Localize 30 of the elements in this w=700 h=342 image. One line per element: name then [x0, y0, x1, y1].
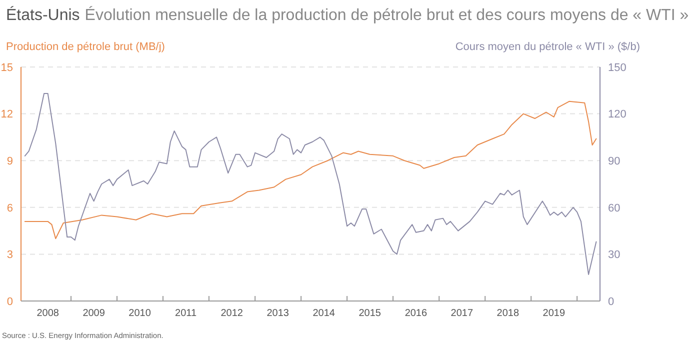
x-tick-label: 2010 [128, 308, 152, 319]
chart-subtitle: Évolution mensuelle de la production de pétrole brut et des cours moyens de « WTI » [84, 6, 689, 24]
y-tick-label: 15 [0, 62, 13, 74]
line-series [24, 93, 597, 275]
y2-tick-label: 150 [608, 62, 626, 74]
y-tick-label: 12 [0, 108, 13, 121]
x-tick-label: 2013 [266, 308, 290, 319]
y2-axis-title: Cours moyen du pétrole « WTI » ($/b) [455, 41, 640, 53]
y-tick-label: 0 [6, 296, 13, 308]
y-tick-label: 3 [6, 249, 13, 262]
y-tick-label: 9 [6, 155, 13, 168]
y-tick-label: 6 [6, 202, 13, 214]
y2-tick-label: 120 [608, 108, 626, 121]
y2-tick-label: 60 [608, 202, 620, 214]
x-tick-label: 2018 [496, 308, 520, 319]
x-tick-label: 2011 [175, 308, 197, 319]
x-tick-label: 2012 [220, 308, 244, 319]
x-tick-label: 2008 [36, 308, 60, 319]
x-tick-label: 2016 [404, 308, 428, 319]
y2-tick-label: 30 [608, 249, 620, 262]
x-tick-label: 2019 [542, 308, 566, 319]
y2-tick-label: 90 [608, 155, 620, 168]
line-series [24, 100, 597, 240]
y-axis-title: Production de pétrole brut (MB/j) [6, 41, 165, 53]
x-tick-label: 2014 [312, 308, 336, 319]
x-tick-label: 2015 [358, 308, 382, 319]
x-tick-label: 2009 [82, 308, 106, 319]
x-tick-label: 2017 [450, 308, 474, 319]
y2-tick-label: 0 [608, 296, 614, 308]
chart-title: États-Unis [6, 6, 80, 24]
